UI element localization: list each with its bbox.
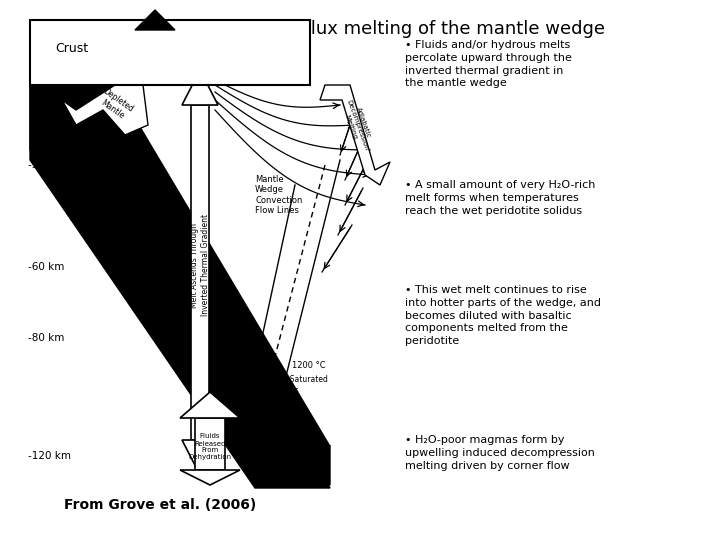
Polygon shape	[180, 470, 240, 485]
Text: Depleted
Mantle: Depleted Mantle	[95, 87, 135, 123]
Bar	[30, 50, 385, 490]
Text: Mantle
Wedge
Convection
Flow Lines: Mantle Wedge Convection Flow Lines	[255, 175, 302, 215]
Text: • A small amount of very H₂O-rich
melt forms when temperatures
reach the wet per: • A small amount of very H₂O-rich melt f…	[405, 180, 595, 215]
Text: -80 km: -80 km	[28, 333, 64, 343]
Text: H₂O-Saturated
Solidus: H₂O-Saturated Solidus	[272, 375, 328, 395]
Text: Crust: Crust	[55, 42, 88, 55]
Polygon shape	[135, 10, 175, 30]
Bar	[30, 20, 310, 85]
Text: A model for hydrous flux melting of the mantle wedge: A model for hydrous flux melting of the …	[115, 20, 605, 38]
Polygon shape	[30, 50, 330, 485]
Polygon shape	[62, 85, 148, 135]
Text: 800 °C: 800 °C	[250, 395, 279, 404]
Text: -35 km: -35 km	[28, 160, 65, 170]
Text: • This wet melt continues to rise
into hotter parts of the wedge, and
becomes di: • This wet melt continues to rise into h…	[405, 285, 601, 346]
Text: From Grove et al. (2006): From Grove et al. (2006)	[64, 498, 256, 512]
Bar	[195, 418, 225, 470]
Polygon shape	[320, 85, 390, 185]
Text: Melt Ascends Through
Inverted Thermal Gradient: Melt Ascends Through Inverted Thermal Gr…	[190, 214, 210, 316]
Text: • H₂O-poor magmas form by
upwelling induced decompression
melting driven by corn: • H₂O-poor magmas form by upwelling indu…	[405, 435, 595, 470]
Text: -120 km: -120 km	[28, 451, 71, 461]
Polygon shape	[95, 50, 380, 445]
Bar	[191, 105, 209, 440]
Polygon shape	[182, 440, 218, 475]
Text: Adiabatic
Decompression
Melting: Adiabatic Decompression Melting	[338, 96, 376, 154]
Text: • Fluids and/or hydrous melts
percolate upward through the
inverted thermal grad: • Fluids and/or hydrous melts percolate …	[405, 40, 572, 89]
Polygon shape	[30, 50, 330, 488]
Text: -60 km: -60 km	[28, 262, 64, 272]
Text: 1200 °C: 1200 °C	[292, 361, 325, 369]
Text: Fluids
Released
From
Dehydration: Fluids Released From Dehydration	[189, 434, 232, 461]
Polygon shape	[182, 70, 218, 105]
Polygon shape	[180, 392, 240, 418]
